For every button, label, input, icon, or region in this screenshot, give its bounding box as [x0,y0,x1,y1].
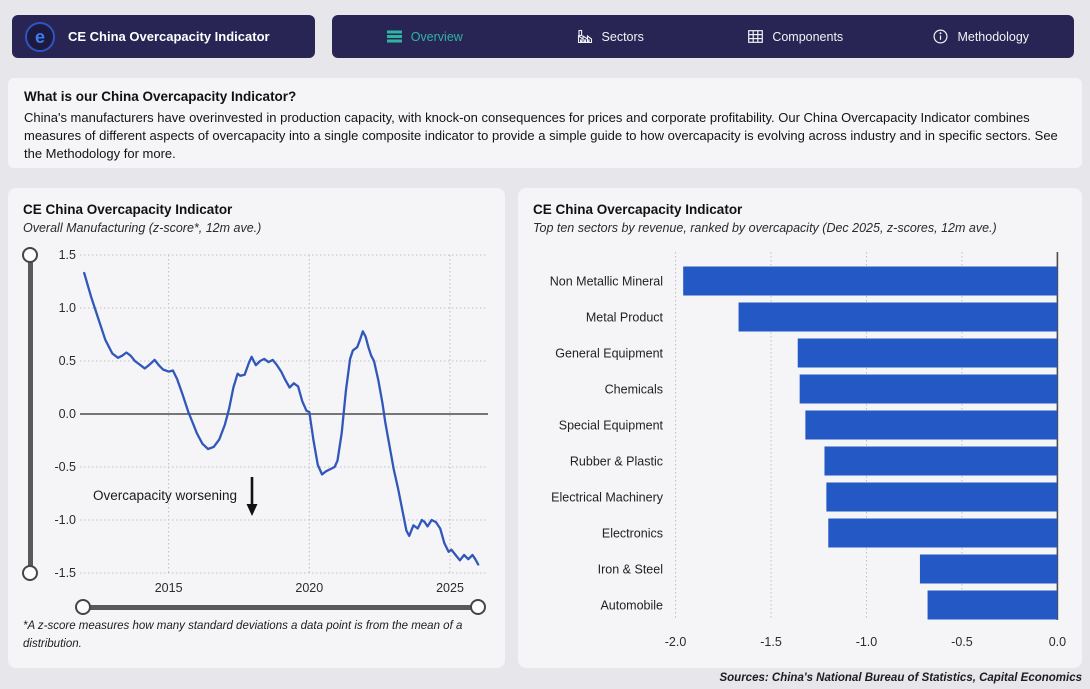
slider-track[interactable] [27,255,33,573]
bar-chart-title: CE China Overcapacity Indicator [533,202,743,217]
x-tick-label: 0.0 [1049,635,1066,649]
intro-body: China's manufacturers have overinvested … [24,110,1058,161]
tab-overview[interactable]: Overview [332,15,518,58]
bar-metal-product[interactable] [738,302,1058,332]
bar-rubber-plastic[interactable] [824,446,1058,476]
sector-label: Automobile [600,599,663,613]
slider-handle-top[interactable] [22,247,38,263]
y-axis-range-slider[interactable] [22,247,38,581]
x-tick-label: -1.0 [856,635,878,649]
x-tick-label: -2.0 [665,635,687,649]
sector-label: Electronics [602,527,663,541]
overcapacity-annotation: Overcapacity worsening [93,488,237,503]
bar-iron-steel[interactable] [919,554,1058,584]
sector-label: Non Metallic Mineral [550,275,663,289]
capital-economics-logo-icon: e [25,21,55,52]
x-tick-label: -0.5 [951,635,973,649]
slider-handle-right[interactable] [470,599,486,615]
time-range-slider[interactable] [75,599,486,615]
sources-note: Sources: China's National Bureau of Stat… [719,672,1082,684]
x-tick-label: 2025 [436,581,464,595]
sector-ranking-panel: CE China Overcapacity Indicator Top ten … [518,188,1082,668]
sector-label: Special Equipment [559,419,664,433]
tab-label: Overview [410,29,463,44]
x-tick-label: -1.5 [760,635,782,649]
y-tick-label: -1.5 [54,566,76,580]
sector-label: Chemicals [605,383,663,397]
tab-methodology[interactable]: Methodology [889,15,1075,58]
tab-label: Methodology [957,29,1030,44]
y-tick-label: 0.0 [59,407,76,421]
y-tick-label: 1.5 [59,248,76,262]
slider-track[interactable] [83,604,478,610]
app-title: CE China Overcapacity Indicator [68,29,270,44]
line-chart-subtitle: Overall Manufacturing (z-score*, 12m ave… [23,221,262,235]
intro-panel: What is our China Overcapacity Indicator… [8,78,1082,168]
bar-general-equipment[interactable] [797,338,1058,368]
factory-icon [577,29,593,44]
nav-tabs: Overview Sectors Components [332,15,1074,58]
tab-components[interactable]: Components [703,15,889,58]
y-tick-label: -0.5 [54,460,76,474]
bar-electrical-machinery[interactable] [826,482,1058,512]
slider-handle-bottom[interactable] [22,565,38,581]
sector-label: Iron & Steel [598,563,663,577]
zscore-footnote: *A z-score measures how many standard de… [23,620,463,650]
table-icon [748,30,764,43]
sector-label: Metal Product [586,311,664,325]
y-tick-label: -1.0 [54,513,76,527]
y-tick-label: 0.5 [59,354,76,368]
bar-special-equipment[interactable] [805,410,1058,440]
intro-heading: What is our China Overcapacity Indicator… [24,89,297,104]
tab-sectors[interactable]: Sectors [518,15,704,58]
down-arrow-icon [246,477,258,516]
x-tick-label: 2020 [295,581,323,595]
sector-label: Rubber & Plastic [570,455,663,469]
sector-label: Electrical Machinery [551,491,664,505]
bar-electronics[interactable] [828,518,1058,548]
x-tick-label: 2015 [155,581,183,595]
tab-label: Sectors [601,29,644,44]
bar-non-metallic-mineral[interactable] [683,266,1058,296]
bar-chemicals[interactable] [799,374,1058,404]
y-tick-label: 1.0 [59,301,76,315]
overall-indicator-panel: CE China Overcapacity Indicator Overall … [8,188,505,668]
tab-label: Components [772,29,844,44]
bar-chart-subtitle: Top ten sectors by revenue, ranked by ov… [533,221,997,235]
line-chart[interactable]: 1.5 1.0 0.5 0.0 -0.5 -1.0 -1.5 2015 2020 2025 Over… [54,240,498,606]
app-title-bar: e CE China Overcapacity Indicator [12,15,315,58]
sector-label: General Equipment [555,347,663,361]
bar-automobile[interactable] [927,590,1058,620]
info-icon [933,29,948,44]
line-chart-title: CE China Overcapacity Indicator [23,202,233,217]
slider-handle-left[interactable] [75,599,91,615]
bar-chart[interactable]: -2.0 -1.5 -1.0 -0.5 0.0 Non Metallic Mineral M… [526,244,1074,658]
menu-icon [386,30,402,43]
indicator-line [83,271,480,566]
